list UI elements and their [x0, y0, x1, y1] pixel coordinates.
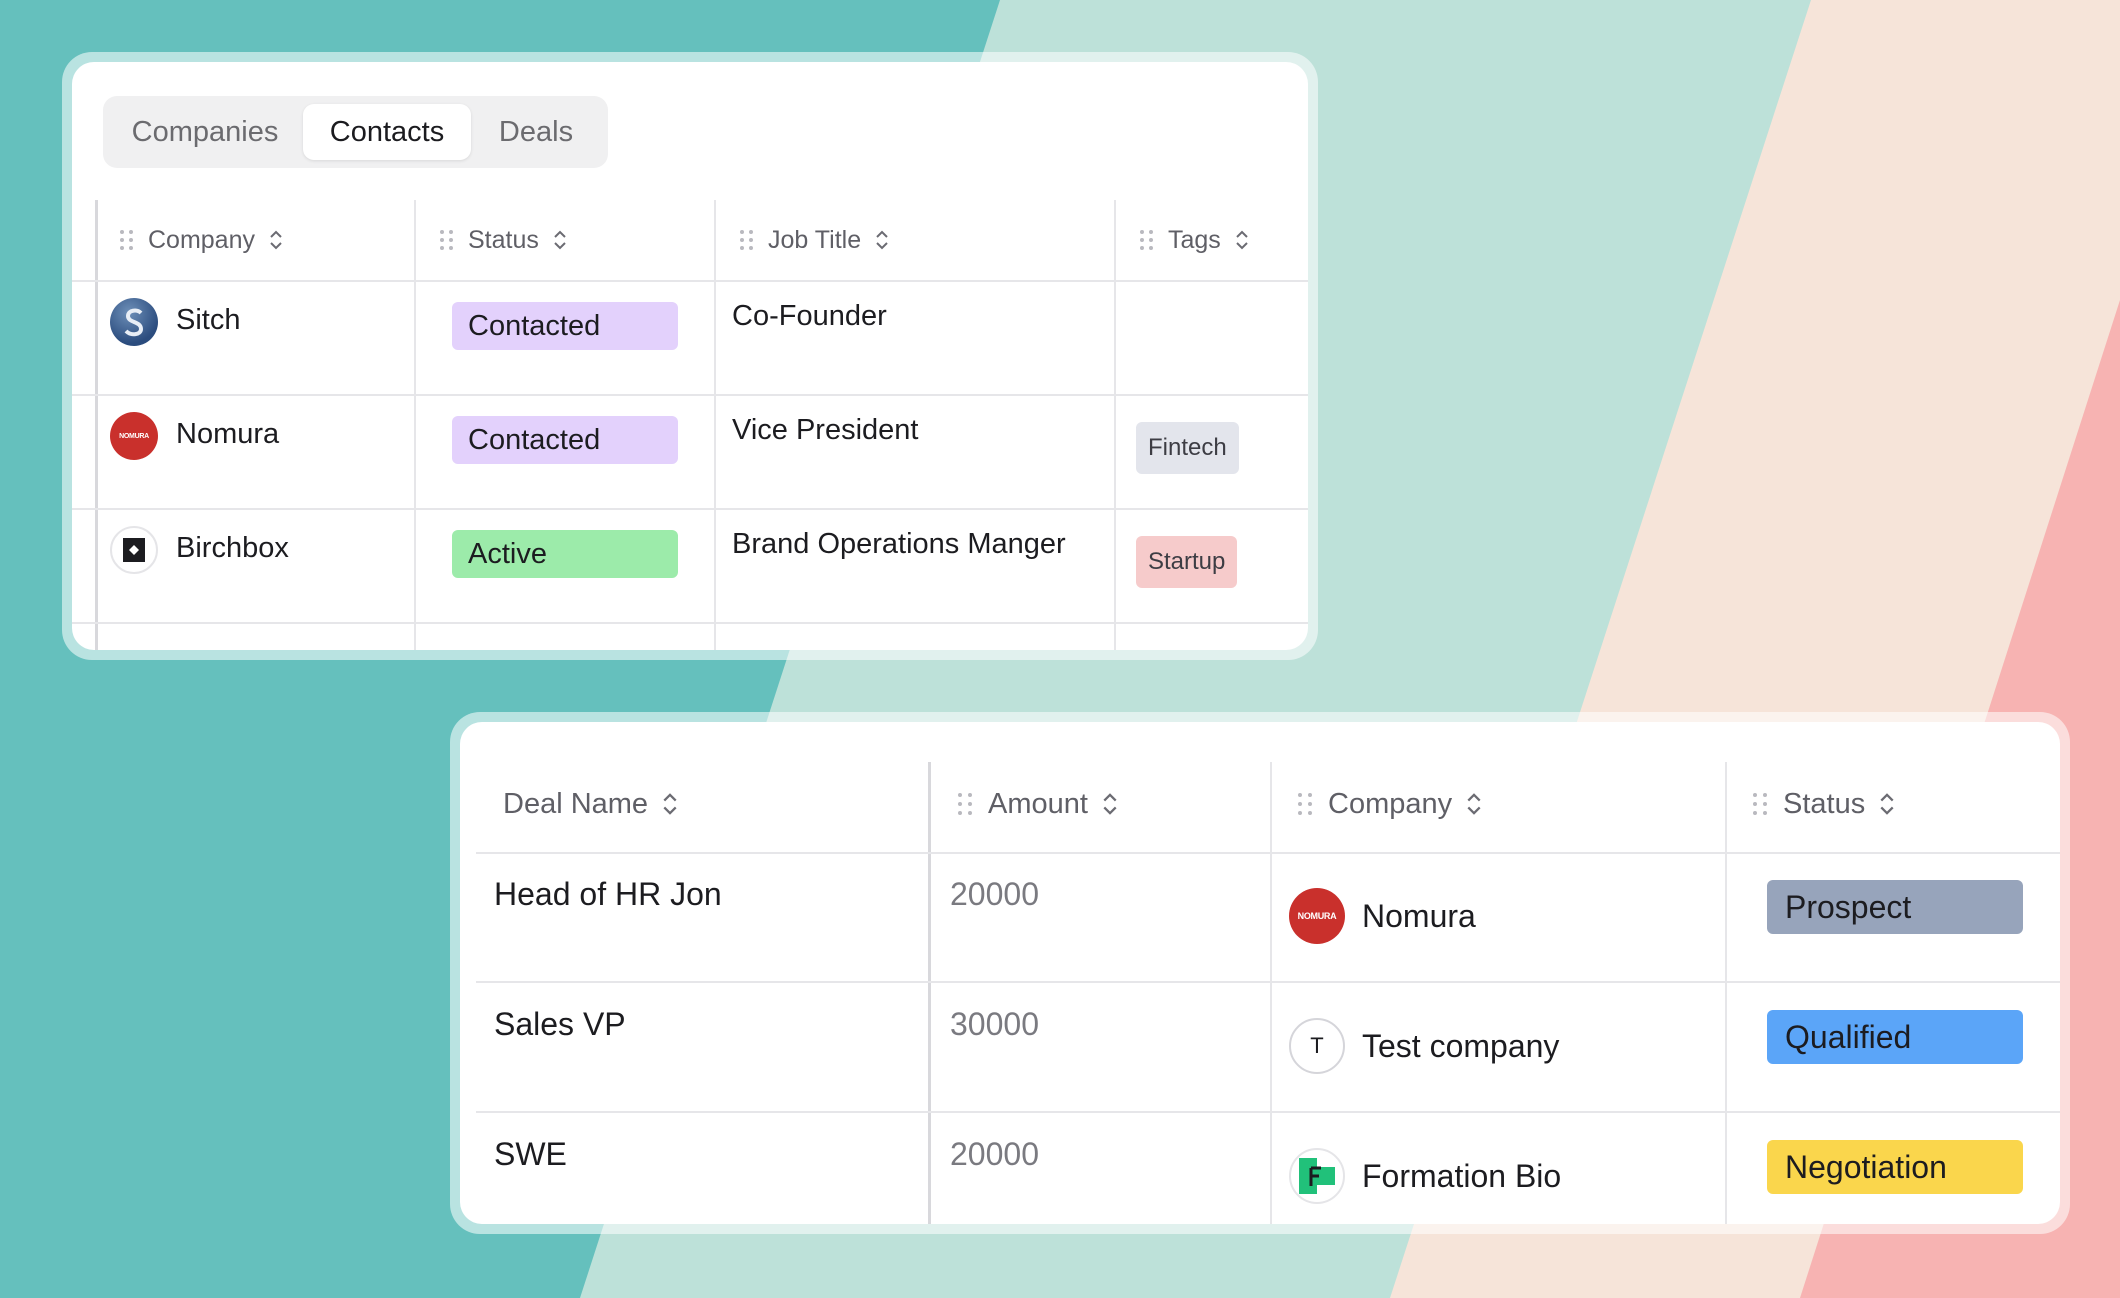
birchbox-logo-icon	[123, 538, 145, 562]
sort-updown-icon[interactable]	[269, 228, 283, 252]
deal-status-badge[interactable]: Negotiation	[1767, 1140, 2023, 1194]
column-divider	[414, 200, 416, 650]
column-label: Company	[148, 225, 255, 254]
deal-amount[interactable]: 20000	[950, 876, 1039, 912]
row-divider	[72, 622, 1308, 624]
drag-handle-icon[interactable]	[1753, 791, 1769, 817]
column-label: Deal Name	[503, 787, 649, 820]
deal-status-badge[interactable]: Prospect	[1767, 880, 2023, 934]
column-divider	[928, 762, 931, 1224]
deals-panel: Deal Name Amount Company Status Head of …	[460, 722, 2060, 1224]
view-tabs: Companies Contacts Deals	[103, 96, 608, 168]
sort-updown-icon[interactable]	[1466, 790, 1482, 818]
company-name[interactable]: Nomura	[176, 418, 280, 450]
tag-badge[interactable]: Fintech	[1136, 422, 1239, 474]
test-company-logo-letter: T	[1310, 1033, 1324, 1058]
nomura-logo-text: NOMURA	[119, 432, 149, 440]
contacts-panel: Companies Contacts Deals Company Status …	[72, 62, 1308, 650]
drag-handle-icon[interactable]	[120, 229, 134, 251]
sitch-logo-icon	[124, 308, 144, 337]
column-label: Company	[1328, 787, 1453, 820]
row-divider	[72, 394, 1308, 396]
column-header-company[interactable]: Company	[1298, 784, 1482, 824]
tab-companies[interactable]: Companies	[131, 116, 279, 148]
column-label: Status	[468, 225, 539, 254]
column-label: Tags	[1168, 225, 1221, 254]
company-name[interactable]: Test company	[1362, 1028, 1560, 1064]
sort-updown-icon[interactable]	[1102, 790, 1118, 818]
company-name[interactable]: Sitch	[176, 304, 241, 336]
drag-handle-icon[interactable]	[958, 791, 974, 817]
job-title[interactable]: Brand Operations Manger	[732, 528, 1066, 560]
row-divider	[476, 1111, 2060, 1113]
column-header-company[interactable]: Company	[120, 222, 283, 258]
deal-name[interactable]: Head of HR Jon	[494, 876, 722, 912]
column-divider	[714, 200, 716, 650]
column-divider	[1725, 762, 1727, 1224]
tag-badge[interactable]: Startup	[1136, 536, 1238, 588]
company-logo-nomura: NOMURA	[110, 412, 158, 460]
sort-updown-icon[interactable]	[1879, 790, 1895, 818]
status-badge[interactable]: Contacted	[452, 416, 678, 464]
tab-deals[interactable]: Deals	[498, 116, 574, 148]
row-divider	[476, 981, 2060, 983]
deal-name[interactable]: SWE	[494, 1136, 567, 1172]
deal-amount[interactable]: 30000	[950, 1006, 1039, 1042]
tab-contacts[interactable]: Contacts	[303, 104, 471, 160]
drag-handle-icon[interactable]	[740, 229, 754, 251]
status-badge[interactable]: Contacted	[452, 302, 678, 350]
column-divider	[1270, 762, 1272, 1224]
sort-updown-icon[interactable]	[875, 228, 889, 252]
column-header-status[interactable]: Status	[1753, 784, 1895, 824]
sort-updown-icon[interactable]	[553, 228, 567, 252]
job-title[interactable]: Vice President	[732, 414, 919, 446]
company-name[interactable]: Formation Bio	[1362, 1158, 1562, 1194]
company-logo-sitch	[110, 298, 158, 346]
column-label: Job Title	[768, 225, 862, 254]
row-divider	[476, 852, 2060, 854]
drag-handle-icon[interactable]	[440, 229, 454, 251]
column-label: Amount	[988, 787, 1088, 820]
column-header-deal-name[interactable]: Deal Name	[503, 784, 678, 824]
deal-amount[interactable]: 20000	[950, 1136, 1039, 1172]
status-badge[interactable]: Active	[452, 530, 678, 578]
deal-name[interactable]: Sales VP	[494, 1006, 626, 1042]
company-logo-formation-bio	[1289, 1148, 1345, 1204]
column-divider	[1114, 200, 1116, 650]
company-name[interactable]: Birchbox	[176, 532, 289, 564]
company-logo-birchbox	[110, 526, 158, 574]
drag-handle-icon[interactable]	[1298, 791, 1314, 817]
company-logo-nomura: NOMURA	[1289, 888, 1345, 944]
row-divider	[72, 280, 1308, 282]
company-name[interactable]: Nomura	[1362, 898, 1476, 934]
column-header-tags[interactable]: Tags	[1140, 222, 1249, 258]
column-divider	[95, 200, 98, 650]
column-header-job-title[interactable]: Job Title	[740, 222, 889, 258]
drag-handle-icon[interactable]	[1140, 229, 1154, 251]
sort-updown-icon[interactable]	[1235, 228, 1249, 252]
column-label: Status	[1783, 787, 1866, 820]
column-header-amount[interactable]: Amount	[958, 784, 1118, 824]
nomura-logo-text: NOMURA	[1297, 911, 1337, 921]
company-logo-test-company: T	[1289, 1018, 1345, 1074]
formation-bio-logo-icon	[1299, 1158, 1335, 1194]
sort-updown-icon[interactable]	[662, 790, 678, 818]
deal-status-badge[interactable]: Qualified	[1767, 1010, 2023, 1064]
row-divider	[72, 508, 1308, 510]
column-header-status[interactable]: Status	[440, 222, 567, 258]
job-title[interactable]: Co-Founder	[732, 300, 887, 332]
